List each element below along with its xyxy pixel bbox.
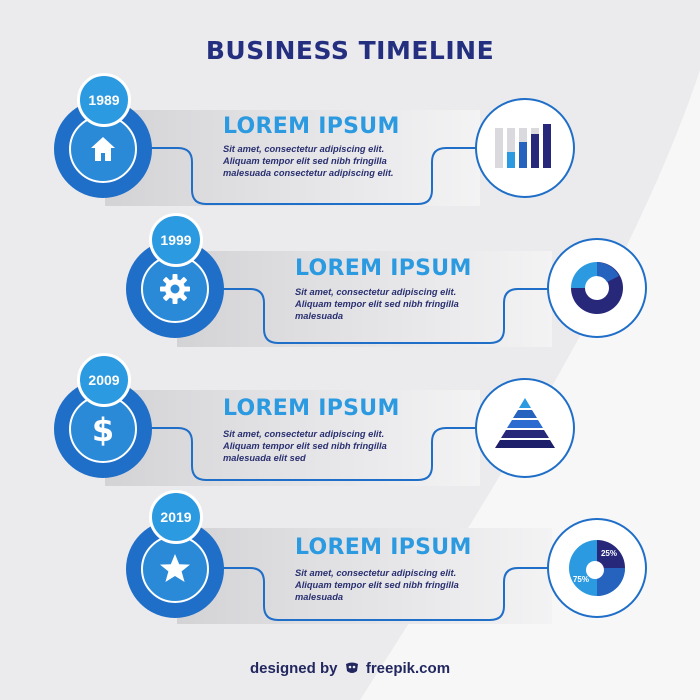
footer-brand: freepik.com: [365, 660, 451, 677]
dollar-icon: $: [92, 412, 114, 446]
connector-line: [222, 567, 548, 621]
description-line: Sit amet, consectetur adipiscing elit.: [223, 144, 385, 154]
description-line: malesuada consectetur adipiscing elit.: [223, 168, 394, 178]
milestone-icon-circle: [141, 535, 209, 603]
freepik-logo-icon: [345, 662, 358, 673]
description-line: malesuada elit sed: [223, 453, 306, 463]
timeline-band: [177, 528, 552, 624]
illustration-circle: 25% 75%: [547, 518, 647, 618]
bar-chart-icon: [495, 124, 551, 168]
footer-prefix: designed by: [249, 660, 338, 677]
description-line: malesuada: [295, 311, 344, 321]
item-heading: LOREM IPSUM: [223, 114, 400, 139]
timeline-item-1999: 1999 LOREM IPSUM Sit amet, consectetur a…: [0, 213, 700, 353]
footer-credit: designed by freepik.com: [0, 660, 700, 677]
connector-line: [222, 288, 548, 344]
year-badge: 1989: [77, 73, 131, 127]
description-line: Sit amet, consectetur adipiscing elit.: [295, 287, 457, 297]
milestone-icon-circle: $: [69, 395, 137, 463]
year-badge: 2009: [77, 353, 131, 407]
description-line: Aliquam tempor elit sed nibh fringilla: [295, 299, 459, 309]
description-line: Aliquam tempor elit sed nibh fringilla: [295, 580, 459, 590]
description-line: Sit amet, consectetur adipiscing elit.: [223, 429, 385, 439]
year-badge: 2019: [149, 490, 203, 544]
item-description: Sit amet, consectetur adipiscing elit. A…: [295, 567, 495, 603]
illustration-circle: [475, 378, 575, 478]
timeline-item-1989: 1989 LOREM IPSUM Sit amet, consectetur a…: [0, 72, 700, 212]
timeline-item-2019: 2019 LOREM IPSUM Sit amet, consectetur a…: [0, 490, 700, 630]
timeline-item-2009: $ 2009 LOREM IPSUM Sit amet, consectetur…: [0, 352, 700, 492]
donut-ring-icon: [571, 262, 623, 314]
timeline-band: [177, 251, 552, 347]
description-line: Aliquam tempor elit sed nibh fringilla: [223, 441, 387, 451]
gear-icon: [160, 274, 190, 304]
star-icon: [160, 554, 190, 582]
item-description: Sit amet, consectetur adipiscing elit. A…: [295, 286, 495, 322]
timeline-band: [105, 110, 480, 206]
pie-label-75: 75%: [573, 575, 589, 584]
item-heading: LOREM IPSUM: [295, 256, 472, 281]
illustration-circle: [475, 98, 575, 198]
description-line: Aliquam tempor elit sed nibh fringilla: [223, 156, 387, 166]
page-title: BUSINESS TIMELINE: [205, 36, 495, 65]
milestone-circle: [126, 520, 224, 618]
item-heading: LOREM IPSUM: [295, 535, 472, 560]
item-description: Sit amet, consectetur adipiscing elit. A…: [223, 143, 423, 179]
illustration-circle: [547, 238, 647, 338]
connector-line: [150, 427, 476, 481]
pie-label-25: 25%: [601, 549, 617, 558]
home-icon: [91, 137, 115, 161]
description-line: malesuada: [295, 592, 344, 602]
pie-chart-icon: 25% 75%: [569, 540, 625, 596]
svg-text:$: $: [92, 412, 114, 446]
description-line: Sit amet, consectetur adipiscing elit.: [295, 568, 457, 578]
connector-line: [150, 147, 476, 205]
item-heading: LOREM IPSUM: [223, 396, 400, 421]
year-badge: 1999: [149, 213, 203, 267]
pyramid-icon: [495, 398, 555, 448]
item-description: Sit amet, consectetur adipiscing elit. A…: [223, 428, 423, 464]
timeline-band: [105, 390, 480, 486]
